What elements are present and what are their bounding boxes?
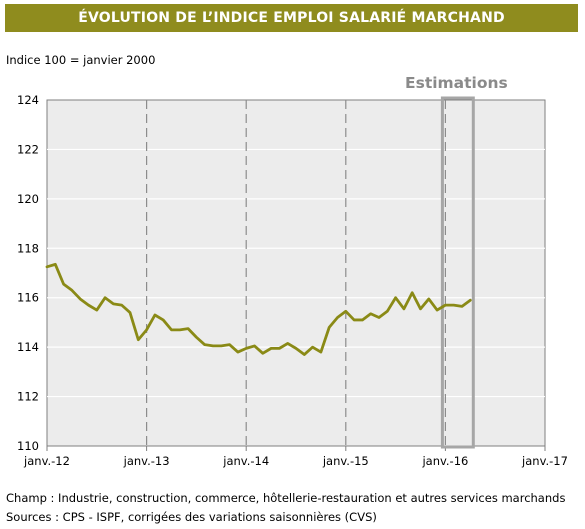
plot-area	[46, 99, 546, 447]
data-point	[71, 289, 73, 292]
data-point	[195, 336, 198, 339]
data-point	[245, 347, 247, 350]
data-point	[278, 347, 281, 350]
y-tick-label: 110	[17, 439, 39, 453]
x-tick-label: janv.-17	[521, 454, 568, 468]
data-point	[170, 329, 173, 331]
data-point	[311, 346, 314, 348]
data-point	[378, 316, 380, 319]
title-banner: ÉVOLUTION DE L’INDICE EMPLOI SALARIÉ MAR…	[5, 4, 578, 32]
data-point	[361, 319, 364, 321]
axis-labels: 110 112 114 116 118 120 122 124 janv.-12 janv.-13…	[17, 93, 568, 468]
data-point	[104, 296, 106, 299]
y-tick-label: 122	[17, 142, 39, 156]
data-point	[295, 347, 297, 350]
data-point	[336, 316, 339, 319]
data-point	[411, 291, 414, 294]
data-point	[46, 266, 48, 268]
data-point	[436, 309, 438, 311]
data-point	[270, 347, 272, 350]
y-tick-label: 116	[17, 291, 39, 305]
data-point	[428, 298, 430, 300]
data-point	[96, 309, 98, 311]
estimations-label: Estimations	[405, 74, 508, 92]
data-point	[62, 283, 65, 285]
data-point	[237, 351, 239, 353]
grid	[46, 99, 546, 451]
line-chart: 110 112 114 116 118 120 122 124 janv.-12 janv.-13…	[17, 93, 568, 468]
y-tick-label: 120	[17, 192, 39, 206]
champ-note: Champ : Industrie, construction, commerc…	[6, 491, 566, 505]
data-point	[444, 304, 447, 306]
data-point	[145, 329, 148, 331]
x-tick-label: janv.-12	[23, 454, 70, 468]
data-point	[112, 303, 115, 305]
data-point	[253, 345, 256, 347]
x-tick-label: janv.-16	[421, 454, 468, 468]
data-point	[203, 343, 206, 346]
data-point	[403, 308, 405, 310]
index-base-note: Indice 100 = janvier 2000	[6, 53, 156, 67]
data-point	[394, 296, 397, 299]
data-point	[162, 319, 164, 321]
data-point	[129, 311, 131, 314]
data-point	[461, 305, 463, 308]
y-tick-label: 114	[17, 340, 39, 354]
data-point	[303, 353, 306, 356]
data-point	[120, 304, 123, 306]
estimation-box	[440, 96, 475, 449]
notes: Champ : Industrie, construction, commerc…	[6, 489, 565, 527]
data-point	[179, 329, 181, 331]
estimation-period-box	[440, 96, 475, 449]
x-tick-label: janv.-13	[123, 454, 170, 468]
series-line	[45, 262, 472, 356]
y-tick-label: 118	[17, 241, 39, 255]
data-point	[286, 342, 289, 345]
data-point	[228, 343, 231, 346]
data-point	[187, 327, 189, 330]
y-tick-label: 112	[17, 390, 39, 404]
data-point	[345, 310, 347, 313]
series-layer	[45, 262, 472, 356]
data-point	[87, 304, 90, 306]
sources-note: Sources : CPS - ISPF, corrigées des vari…	[6, 510, 377, 524]
data-point	[369, 312, 372, 315]
data-point	[353, 319, 355, 321]
data-point	[452, 304, 455, 306]
data-point	[469, 299, 472, 301]
data-point	[328, 326, 331, 329]
y-tick-label: 124	[17, 93, 39, 107]
data-point	[262, 352, 264, 355]
data-point	[212, 345, 214, 347]
chart-title: ÉVOLUTION DE L’INDICE EMPLOI SALARIÉ MAR…	[78, 10, 505, 26]
x-tick-label: janv.-14	[222, 454, 269, 468]
data-point	[419, 308, 422, 310]
data-point	[137, 338, 140, 341]
x-tick-label: janv.-15	[322, 454, 369, 468]
data-point	[220, 345, 223, 347]
data-point	[386, 310, 389, 313]
data-point	[154, 314, 156, 316]
data-point	[320, 351, 322, 353]
data-point	[54, 263, 57, 266]
data-point	[79, 298, 81, 300]
